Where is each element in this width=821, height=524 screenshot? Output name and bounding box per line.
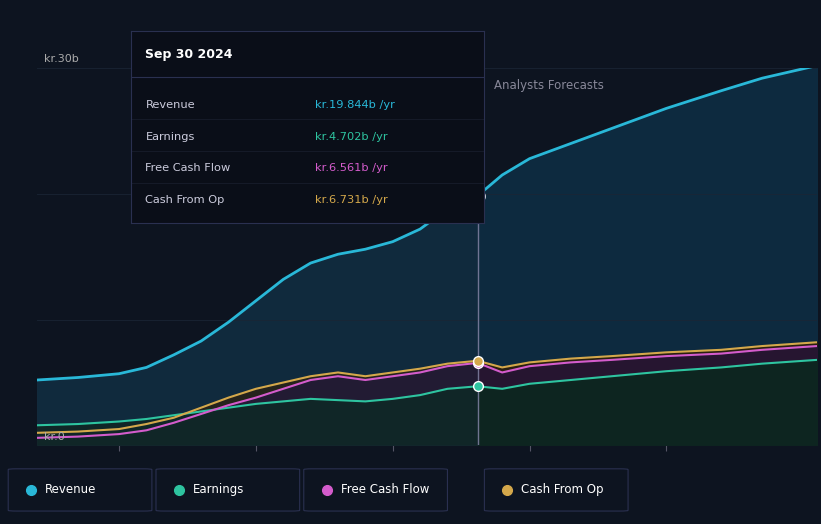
Text: Free Cash Flow: Free Cash Flow (341, 484, 429, 496)
Text: kr.19.844b /yr: kr.19.844b /yr (315, 100, 395, 110)
Text: Free Cash Flow: Free Cash Flow (145, 163, 231, 173)
Text: kr.30b: kr.30b (44, 54, 79, 64)
Text: Sep 30 2024: Sep 30 2024 (145, 48, 233, 61)
Text: Earnings: Earnings (193, 484, 245, 496)
Text: Past: Past (437, 80, 461, 92)
Text: kr.4.702b /yr: kr.4.702b /yr (315, 132, 388, 141)
Text: Earnings: Earnings (145, 132, 195, 141)
Text: Analysts Forecasts: Analysts Forecasts (494, 80, 603, 92)
Text: Revenue: Revenue (45, 484, 97, 496)
Text: Revenue: Revenue (145, 100, 195, 110)
Text: Cash From Op: Cash From Op (521, 484, 603, 496)
Text: Cash From Op: Cash From Op (145, 195, 225, 205)
Text: kr.6.561b /yr: kr.6.561b /yr (315, 163, 388, 173)
Text: kr.0: kr.0 (44, 432, 65, 442)
Text: kr.6.731b /yr: kr.6.731b /yr (315, 195, 388, 205)
